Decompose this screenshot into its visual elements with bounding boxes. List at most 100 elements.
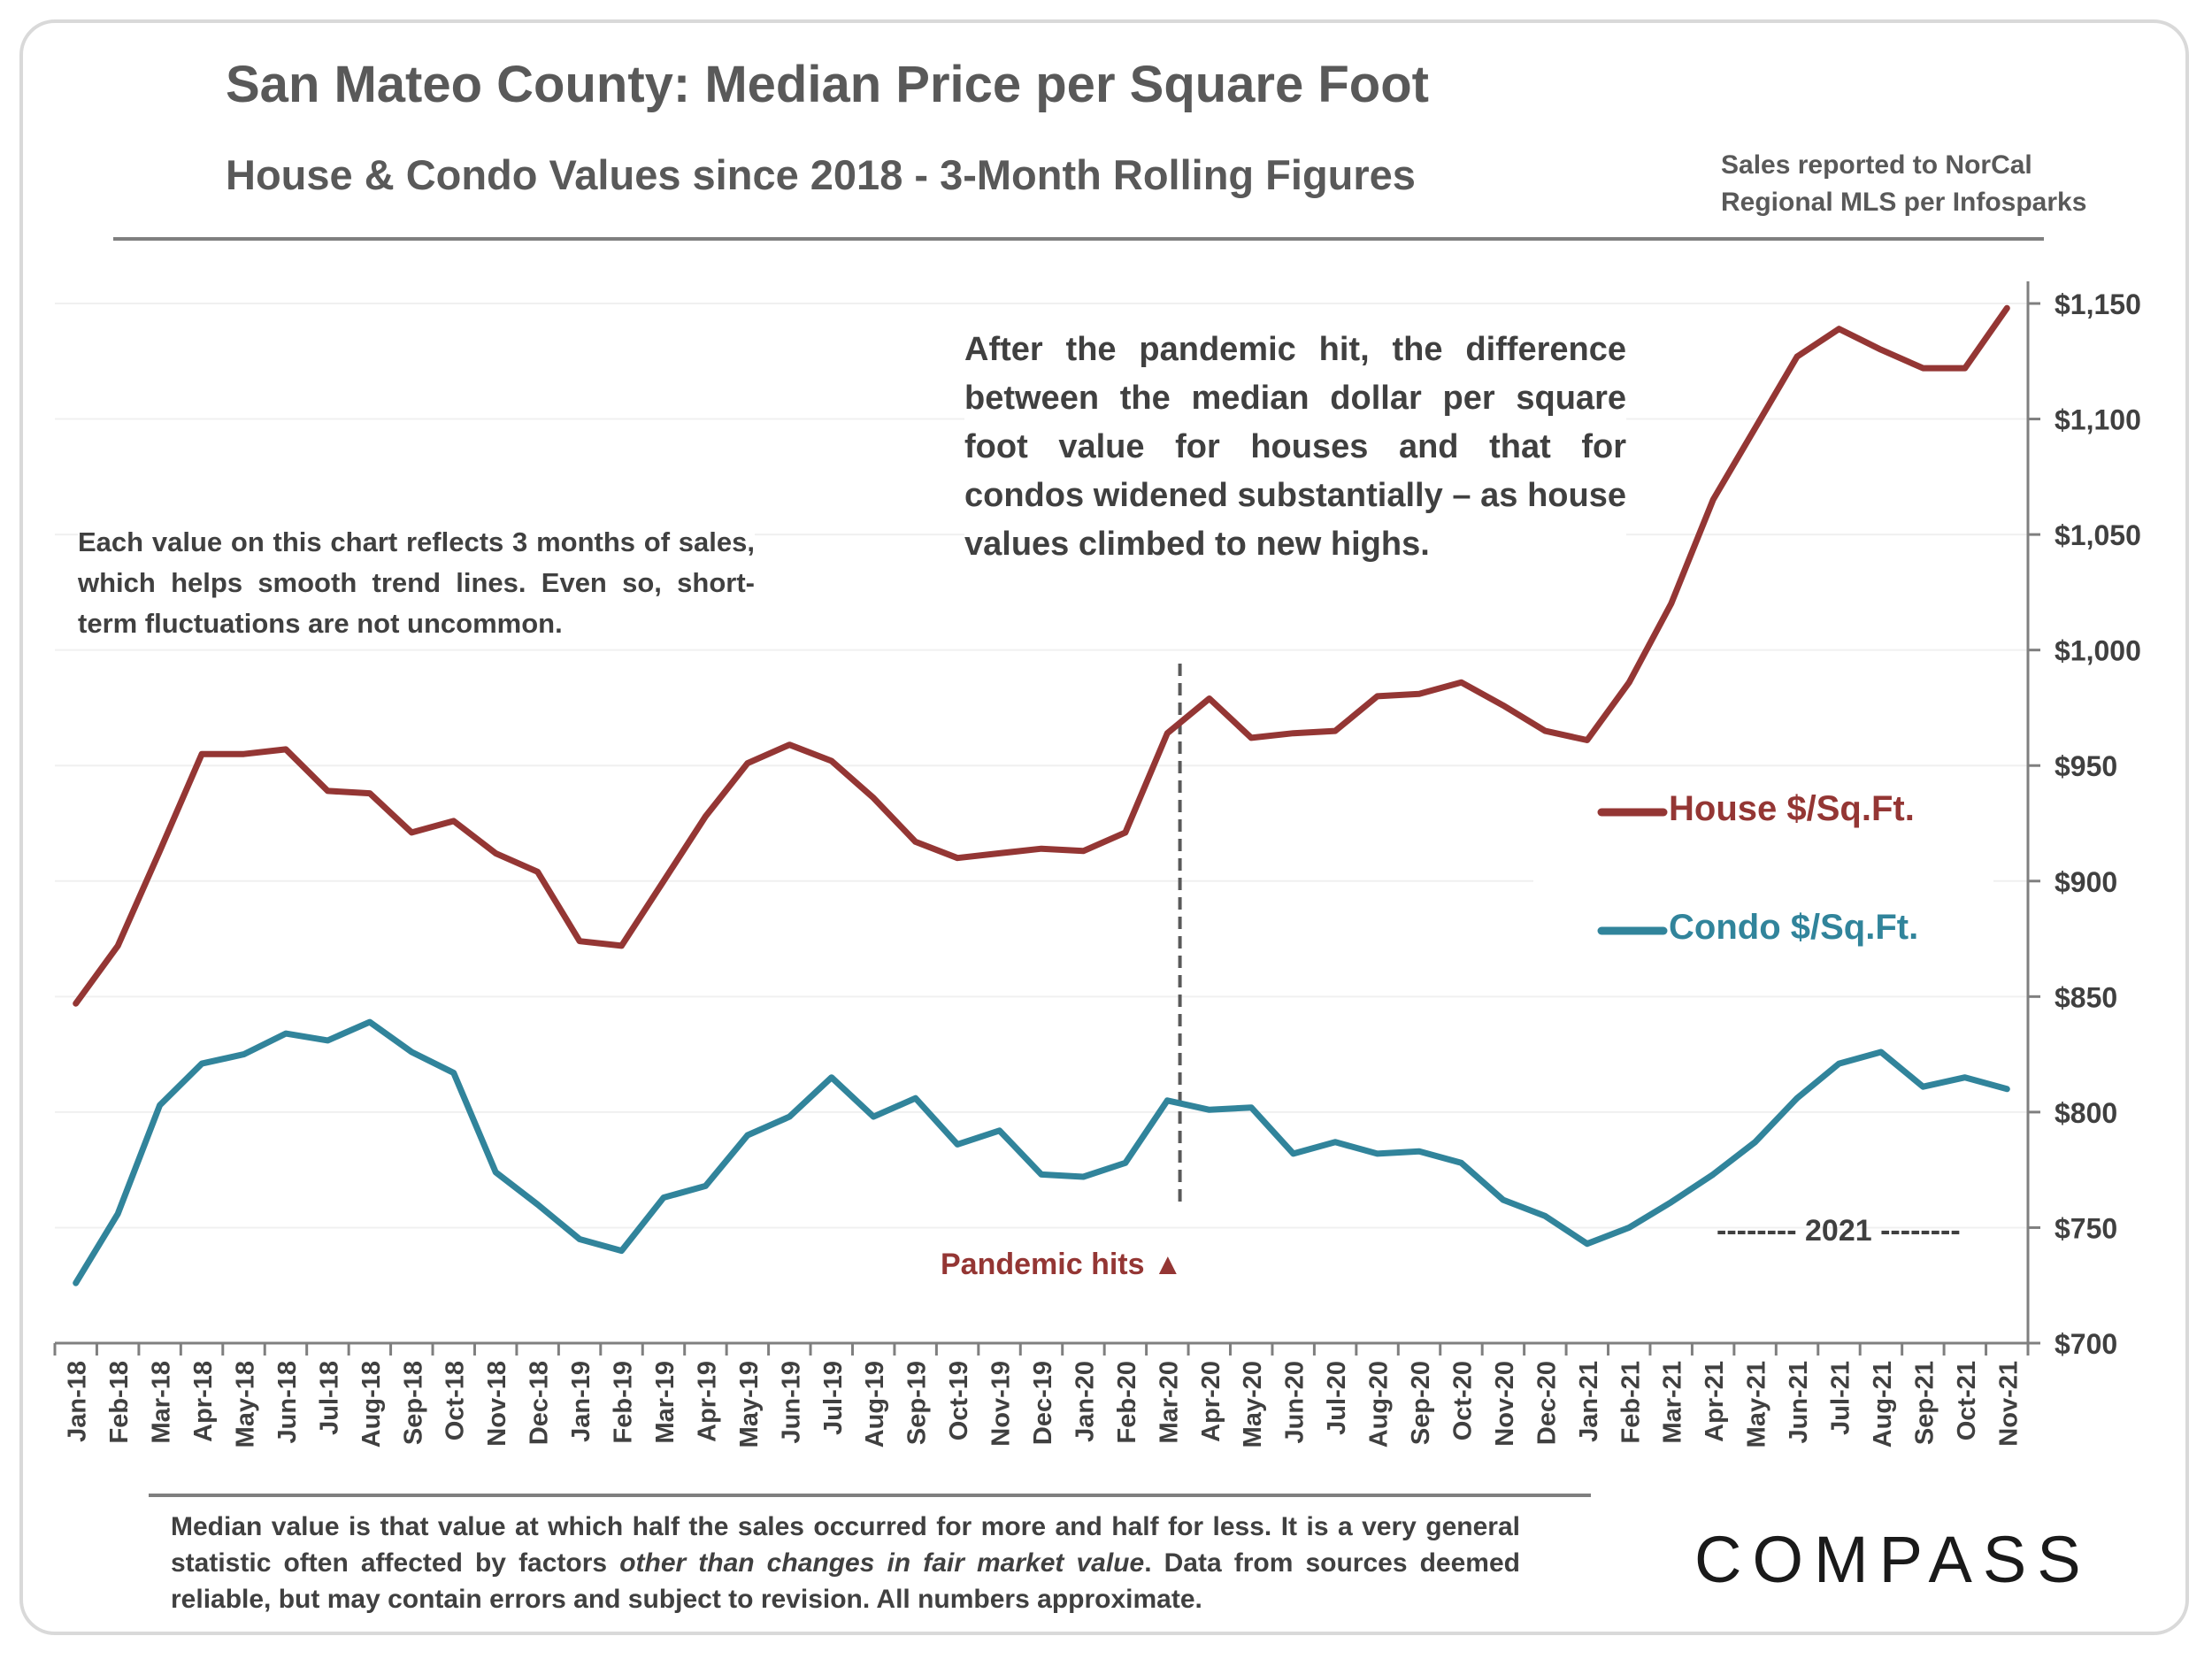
data-point	[494, 851, 497, 855]
data-point	[326, 1039, 329, 1042]
x-tick-label: Dec-18	[526, 1361, 554, 1445]
data-point	[452, 819, 456, 823]
x-tick-label: May-21	[1743, 1361, 1771, 1448]
data-point	[787, 743, 791, 747]
data-point	[1292, 1152, 1295, 1156]
x-tick-label: Nov-19	[987, 1361, 1016, 1447]
data-point	[1333, 729, 1337, 733]
data-point	[116, 944, 119, 948]
y-tick-label: $1,100	[2055, 404, 2141, 436]
data-point	[368, 792, 372, 795]
compass-logo: COMPASS	[1694, 1523, 2092, 1596]
data-point	[914, 1096, 918, 1100]
x-tick-label: Feb-19	[610, 1361, 638, 1443]
legend	[1533, 770, 1993, 982]
data-point	[1921, 366, 1924, 370]
chart-subtitle: House & Condo Values since 2018 - 3-Mont…	[226, 151, 1416, 198]
data-point	[1586, 739, 1589, 741]
x-tick-label: Jun-21	[1785, 1361, 1813, 1443]
data-point	[1543, 1214, 1547, 1217]
x-tick-label: Jan-18	[64, 1361, 92, 1442]
data-point	[872, 796, 875, 800]
data-point	[1249, 1106, 1253, 1110]
data-point	[1417, 1149, 1421, 1153]
data-point	[620, 1249, 624, 1253]
data-point	[410, 1050, 413, 1054]
chart-frame	[19, 19, 2189, 1635]
data-point	[787, 1115, 791, 1118]
x-tick-label: Sep-19	[903, 1361, 932, 1445]
y-tick-label: $800	[2055, 1097, 2117, 1129]
x-tick-label: Feb-21	[1617, 1361, 1645, 1443]
data-point	[1292, 732, 1295, 735]
data-point	[1208, 697, 1211, 700]
data-point	[998, 851, 1002, 855]
y-tick-label: $850	[2055, 981, 2117, 1013]
x-tick-label: Dec-20	[1532, 1361, 1561, 1445]
y-tick-label: $700	[2055, 1328, 2117, 1360]
data-point	[746, 762, 749, 765]
y-tick-label: $1,150	[2055, 288, 2141, 320]
data-point	[1879, 348, 1883, 351]
data-point	[1754, 426, 1757, 430]
x-tick-label: Oct-20	[1448, 1361, 1477, 1440]
data-point	[200, 752, 204, 756]
data-point	[1627, 1225, 1631, 1229]
x-tick-label: Feb-20	[1113, 1361, 1141, 1443]
data-point	[1711, 1172, 1715, 1176]
x-tick-label: Jul-18	[315, 1361, 343, 1435]
y-tick-label: $1,000	[2055, 635, 2141, 667]
data-point	[2005, 1087, 2008, 1091]
x-tick-label: Aug-18	[357, 1361, 386, 1448]
footnote-part-2: . Data from sources deemed reliable, but…	[171, 1548, 1520, 1614]
x-tick-label: Jan-19	[567, 1361, 595, 1442]
x-tick-label: May-18	[232, 1361, 260, 1448]
y-tick-label: $750	[2055, 1212, 2117, 1244]
data-point	[703, 1184, 707, 1187]
x-tick-label: Mar-18	[148, 1361, 176, 1444]
x-tick-label: Jul-21	[1826, 1361, 1855, 1435]
data-point	[1165, 1099, 1169, 1102]
data-point	[578, 1238, 581, 1240]
data-point	[1795, 1096, 1799, 1100]
data-point	[1879, 1050, 1883, 1054]
data-point	[1543, 729, 1547, 733]
data-point	[158, 1103, 162, 1107]
data-point	[1627, 680, 1631, 684]
x-tick-label: Dec-19	[1029, 1361, 1057, 1445]
x-tick-labels: Jan-18 Feb-18 Mar-18 Apr-18 May-18 Jun-18 Jul-…	[64, 1361, 2024, 1448]
x-tick-label: Sep-20	[1407, 1361, 1435, 1445]
data-point	[1040, 847, 1043, 850]
data-point	[998, 1129, 1002, 1133]
axes	[53, 281, 2030, 1356]
data-point	[1670, 602, 1673, 605]
x-tick-label: Mar-19	[651, 1361, 680, 1444]
x-tick-label: Apr-18	[189, 1361, 218, 1442]
data-point	[1711, 498, 1715, 502]
x-tick-label: Aug-19	[861, 1361, 889, 1448]
data-point	[914, 840, 918, 843]
x-tick-label: Oct-21	[1953, 1361, 1981, 1440]
legend-label-house: House $/Sq.Ft.	[1669, 789, 1915, 828]
x-tick-label: Sep-18	[399, 1361, 427, 1445]
x-tick-label: Apr-20	[1197, 1361, 1225, 1442]
x-tick-label: Apr-21	[1701, 1361, 1729, 1442]
data-point	[1081, 849, 1085, 853]
data-point	[872, 1115, 875, 1118]
x-tick-label: Oct-19	[945, 1361, 973, 1440]
x-tick-label: Sep-21	[1910, 1361, 1939, 1445]
data-point	[1376, 1152, 1379, 1156]
x-tick-label: Mar-21	[1659, 1361, 1687, 1444]
data-point	[242, 1053, 246, 1056]
data-point	[1837, 1062, 1840, 1065]
header-divider	[113, 237, 2044, 241]
data-point	[662, 879, 665, 883]
data-point	[536, 1202, 540, 1206]
data-point	[326, 789, 329, 793]
data-point	[200, 1062, 204, 1065]
y-tick-label: $900	[2055, 866, 2117, 898]
pandemic-label: Pandemic hits ▲	[941, 1248, 1183, 1281]
data-point	[1417, 692, 1421, 695]
data-point	[1124, 831, 1127, 834]
x-tick-label: Jun-19	[777, 1361, 805, 1443]
